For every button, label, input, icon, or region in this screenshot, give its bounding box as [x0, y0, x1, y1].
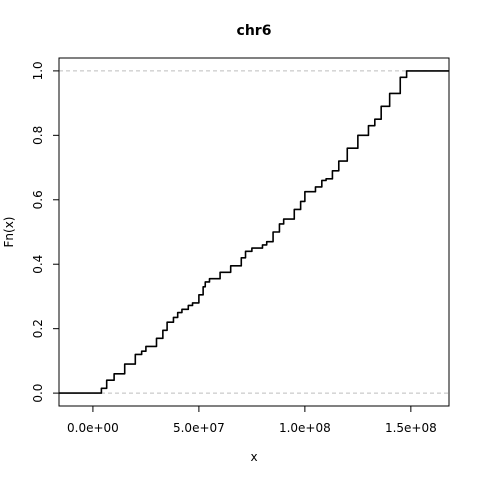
x-tick-label-0: 0.0e+00 — [67, 421, 119, 435]
reference-lines — [59, 70, 449, 394]
y-axis-label: Fn(x) — [2, 217, 16, 248]
x-tick-label-1: 5.0e+07 — [173, 421, 225, 435]
y-tick-label-4: 0.8 — [31, 126, 45, 145]
y-tick-label-5: 1.0 — [31, 61, 45, 80]
y-tick-label-1: 0.2 — [31, 319, 45, 338]
y-tick-label-3: 0.6 — [31, 190, 45, 209]
plot-frame — [58, 57, 450, 407]
y-tick-label-0: 0.0 — [31, 384, 45, 403]
chart-title: chr6 — [237, 23, 272, 39]
x-tick-label-2: 1.0e+08 — [279, 421, 331, 435]
ecdf-series-line-0 — [59, 70, 449, 394]
x-axis-label: x — [250, 450, 257, 464]
y-tick-label-2: 0.4 — [31, 255, 45, 274]
series-layer — [59, 70, 449, 394]
x-tick-label-3: 1.5e+08 — [385, 421, 437, 435]
x-axis: 0.0e+00 5.0e+07 1.0e+08 1.5e+08 — [67, 406, 437, 435]
y-axis: 0.0 0.2 0.4 0.6 0.8 1.0 — [31, 61, 59, 403]
